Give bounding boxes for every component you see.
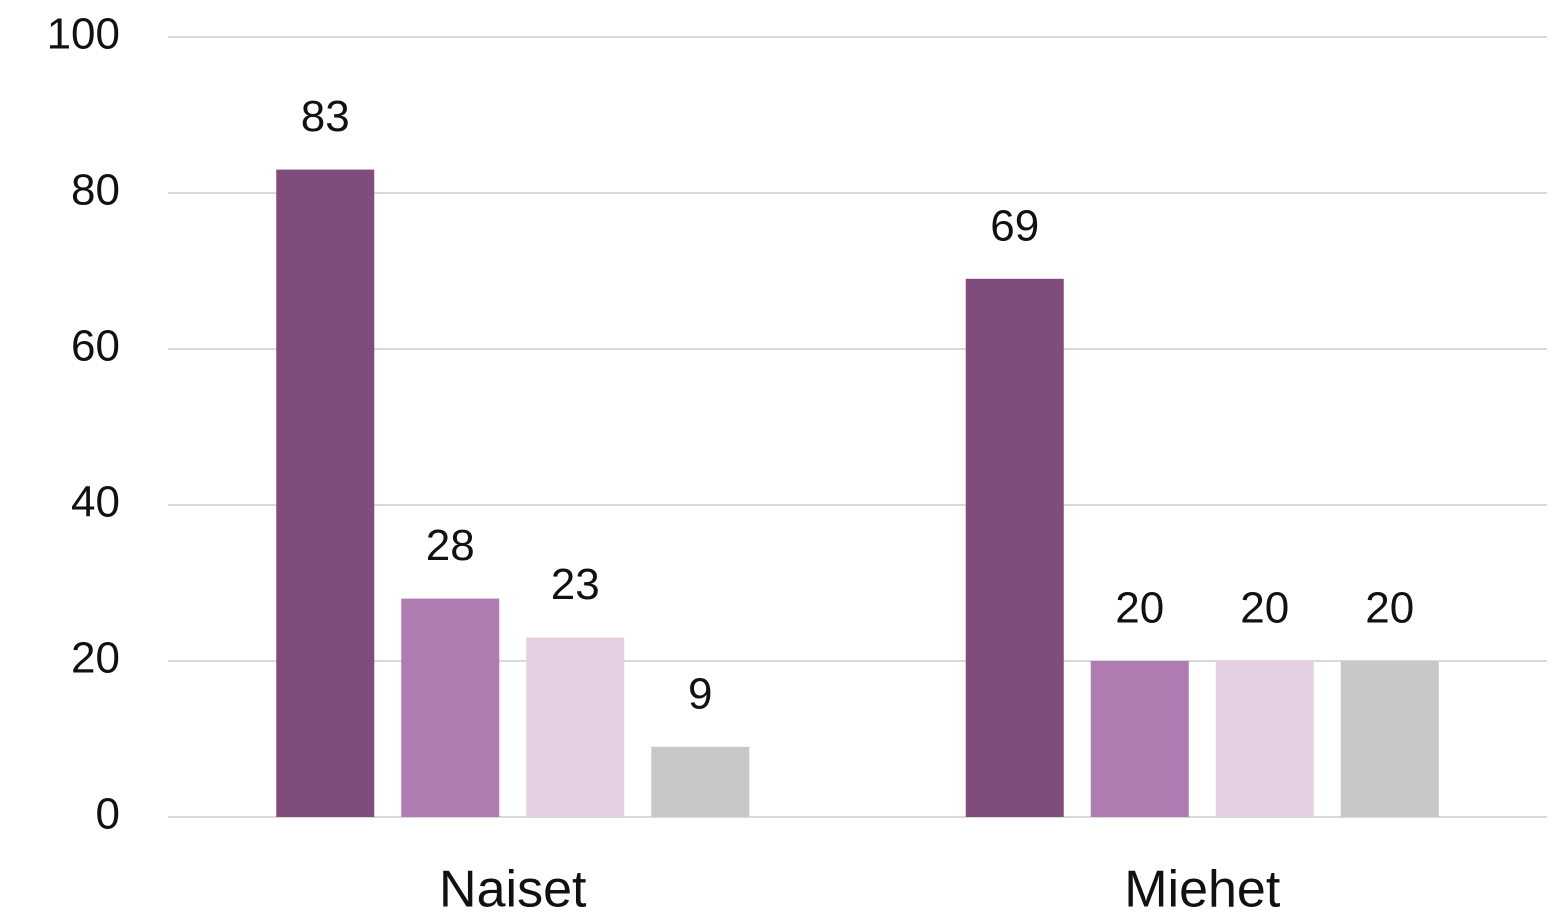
- bar: [1340, 661, 1439, 817]
- y-tick-label: 40: [71, 478, 120, 527]
- data-label: 20: [1115, 584, 1164, 633]
- bar: [1215, 661, 1314, 817]
- x-tick-label: Naiset: [439, 861, 587, 919]
- bar: [401, 598, 500, 817]
- y-tick-label: 60: [71, 322, 120, 371]
- data-label: 20: [1365, 584, 1414, 633]
- data-label: 23: [551, 560, 600, 609]
- data-label: 28: [426, 521, 475, 570]
- x-tick-label: Miehet: [1124, 861, 1281, 919]
- data-label: 83: [301, 92, 350, 141]
- data-label: 20: [1240, 584, 1289, 633]
- bar: [276, 169, 375, 818]
- y-tick-label: 80: [71, 166, 120, 215]
- y-tick-label: 0: [96, 790, 120, 839]
- bar: [651, 746, 750, 817]
- data-label: 69: [990, 201, 1039, 250]
- y-tick-label: 100: [47, 10, 120, 59]
- bar: [1090, 661, 1189, 817]
- bar: [526, 637, 625, 817]
- bar: [965, 278, 1064, 817]
- data-label: 9: [688, 669, 712, 718]
- y-tick-label: 20: [71, 634, 120, 683]
